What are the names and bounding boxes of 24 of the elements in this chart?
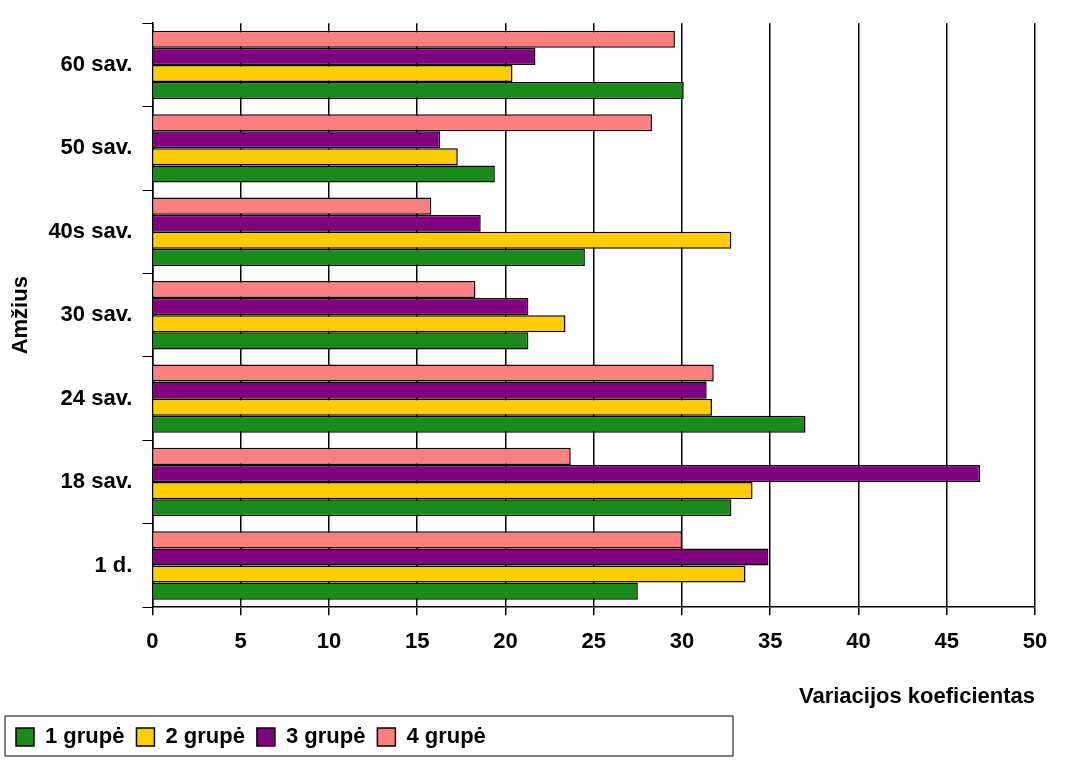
x-tick-label: 15 [404,628,430,654]
y-tick-label: 50 sav. [60,134,133,160]
x-axis-title: Variacijos koeficientas [798,682,1035,708]
y-tick-label: 18 sav. [60,468,133,494]
legend-label: 3 grupė [285,723,366,749]
legend-label: 2 grupė [165,723,245,749]
x-tick-label: 35 [757,628,783,654]
y-axis-title: Amžius [7,276,33,355]
x-tick-label: 10 [316,628,342,654]
y-tick-label: 40s sav. [48,217,133,243]
x-tick-label: 30 [669,628,695,654]
legend-label: 4 grupė [406,723,486,749]
legend-label: 1 grupė [45,723,125,749]
x-tick-label: 45 [934,628,959,654]
x-tick-label: 5 [234,628,247,654]
x-tick-label: 40 [846,628,871,654]
x-tick-label: 50 [1022,628,1048,654]
x-tick-label: 20 [493,628,518,654]
y-tick-label: 24 sav. [60,384,133,410]
y-tick-label: 1 d. [94,551,133,577]
x-tick-label: 0 [146,628,159,654]
y-tick-label: 30 sav. [60,301,133,327]
x-tick-label: 25 [581,628,606,654]
y-tick-label: 60 sav. [60,50,133,76]
